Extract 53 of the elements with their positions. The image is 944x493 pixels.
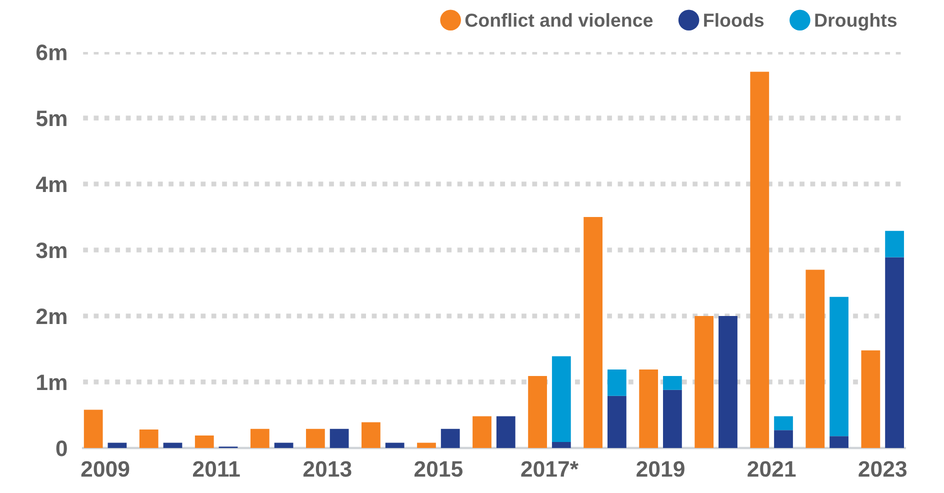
bar — [84, 410, 103, 448]
bar — [885, 257, 904, 448]
bar — [607, 396, 626, 448]
bar — [163, 442, 182, 448]
y-tick-label: 2m — [36, 308, 66, 324]
bar — [274, 442, 294, 448]
bar — [194, 435, 214, 448]
bar — [663, 376, 682, 390]
bar — [861, 350, 880, 448]
bar — [440, 428, 460, 448]
bar — [362, 422, 380, 448]
bar — [385, 442, 404, 448]
y-tick-label: 1m — [37, 374, 66, 390]
x-tick-label: 2019 — [636, 461, 684, 477]
bar — [607, 369, 626, 396]
legend-label: Floods — [704, 13, 764, 27]
bar — [108, 442, 127, 448]
bar — [472, 416, 492, 448]
bar — [774, 430, 793, 448]
x-tick-label: 2009 — [81, 461, 130, 477]
bar — [417, 442, 436, 448]
y-tick-label: 4m — [36, 176, 66, 192]
bar — [306, 428, 325, 448]
y-tick-label: 5m — [36, 110, 66, 126]
x-tick-label: 2017* — [521, 461, 578, 477]
bar — [552, 356, 571, 442]
bar — [885, 230, 904, 258]
y-tick-label: 3m — [36, 242, 66, 258]
bar — [718, 316, 738, 448]
bar — [496, 416, 516, 448]
bar — [330, 428, 349, 448]
x-tick-label: 2013 — [303, 461, 352, 477]
bar — [639, 369, 658, 448]
bar — [584, 217, 602, 448]
legend-label: Droughts — [815, 13, 897, 31]
x-tick-label: 2021 — [748, 461, 796, 477]
bar — [806, 270, 825, 448]
bar — [830, 296, 848, 436]
bar — [250, 428, 270, 448]
y-tick-label: 6m — [36, 44, 66, 60]
x-tick-label: 2023 — [858, 461, 907, 477]
bar — [774, 416, 793, 430]
bar — [139, 430, 158, 448]
y-tick-label: 0 — [56, 440, 67, 456]
bar — [552, 442, 571, 448]
bar — [663, 390, 682, 448]
bar — [528, 376, 547, 448]
legend-label: Conflict and violence — [465, 13, 653, 27]
x-tick-label: 2011 — [192, 461, 240, 477]
bar — [750, 72, 770, 448]
x-tick-label: 2015 — [414, 461, 463, 477]
bar — [830, 436, 848, 448]
bar — [694, 316, 714, 448]
